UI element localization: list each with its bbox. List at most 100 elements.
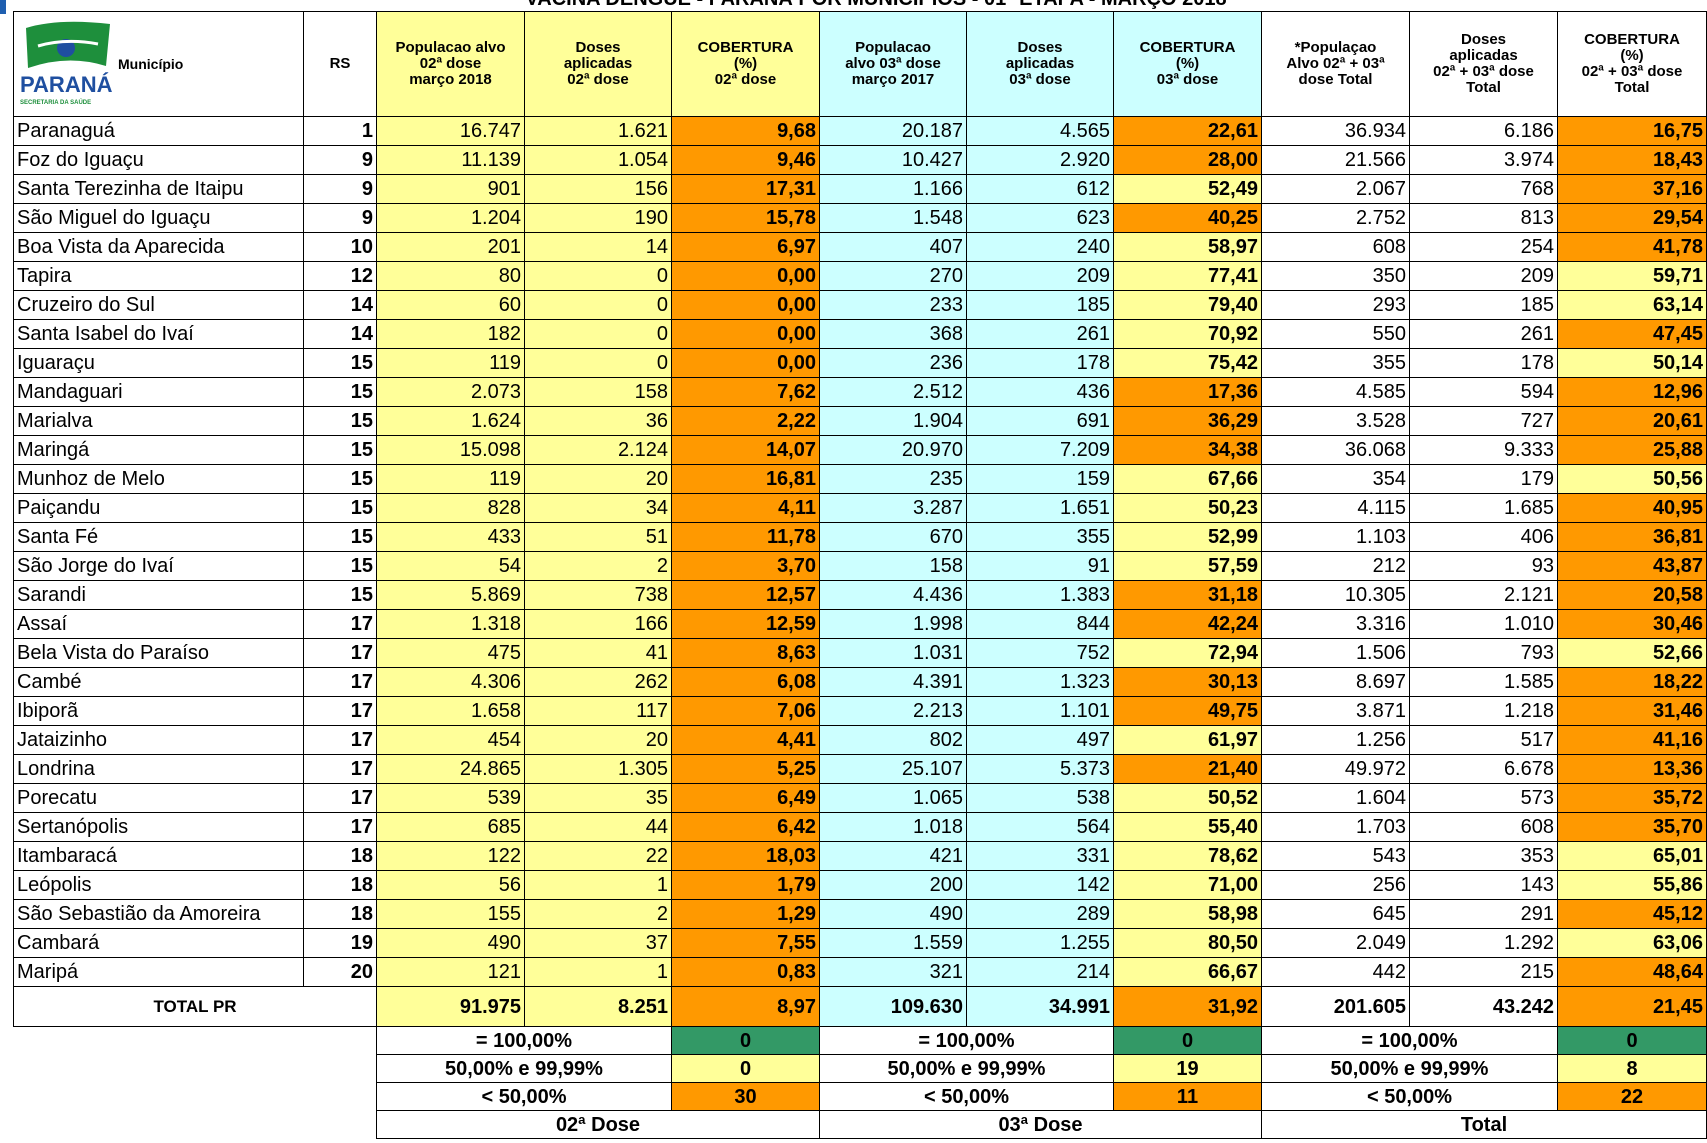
logo-subtitle: SECRETARIA DA SAÚDE bbox=[20, 99, 91, 106]
value-cell: 37 bbox=[524, 928, 672, 958]
value-cell: 1.323 bbox=[966, 667, 1114, 697]
value-cell: 802 bbox=[819, 725, 967, 755]
value-cell: 91 bbox=[966, 551, 1114, 581]
data-row: Maripá 20 121 1 0,83 321 214 66,67 442 215 48,64 bbox=[13, 957, 1707, 987]
value-cell: 573 bbox=[1409, 783, 1558, 813]
value-cell: 475 bbox=[376, 638, 525, 668]
value-cell: 17,31 bbox=[671, 174, 820, 204]
value-cell: 7,06 bbox=[671, 696, 820, 726]
value-cell: 3.528 bbox=[1261, 406, 1410, 436]
value-cell: 117 bbox=[524, 696, 672, 726]
value-cell: 1.305 bbox=[524, 754, 672, 784]
value-cell: 55,86 bbox=[1557, 870, 1707, 900]
data-row: Santa Fé 15 433 51 11,78 670 355 52,99 1.103 406 3… bbox=[13, 522, 1707, 552]
value-cell: 119 bbox=[376, 464, 525, 494]
value-cell: 1.031 bbox=[819, 638, 967, 668]
value-cell: 1.506 bbox=[1261, 638, 1410, 668]
value-cell: 236 bbox=[819, 348, 967, 378]
spacer bbox=[14, 1027, 377, 1055]
value-cell: 793 bbox=[1409, 638, 1558, 668]
value-cell: 490 bbox=[376, 928, 525, 958]
value-cell: 35,72 bbox=[1557, 783, 1707, 813]
value-cell: 0,00 bbox=[671, 261, 820, 291]
value-cell: 72,94 bbox=[1113, 638, 1262, 668]
value-cell: 539 bbox=[376, 783, 525, 813]
municipality-cell: Cruzeiro do Sul bbox=[13, 290, 304, 320]
header-cell: COBERTURA (%) 02ª dose bbox=[671, 11, 820, 117]
value-cell: 12,59 bbox=[671, 609, 820, 639]
value-cell: 45,12 bbox=[1557, 899, 1707, 929]
value-cell: 49.972 bbox=[1261, 754, 1410, 784]
municipality-cell: Bela Vista do Paraíso bbox=[13, 638, 304, 668]
value-cell: 1.585 bbox=[1409, 667, 1558, 697]
value-cell: 51 bbox=[524, 522, 672, 552]
data-row: Leópolis 18 56 1 1,79 200 142 71,00 256 143 55,86 bbox=[13, 870, 1707, 900]
value-cell: 1.166 bbox=[819, 174, 967, 204]
data-row: Bela Vista do Paraíso 17 475 41 8,63 1.031 752… bbox=[13, 638, 1707, 668]
value-cell: 37,16 bbox=[1557, 174, 1707, 204]
value-cell: 215 bbox=[1409, 957, 1558, 987]
municipality-cell: Cambé bbox=[13, 667, 304, 697]
data-row: São Jorge do Ivaí 15 54 2 3,70 158 91 57,59 212 9… bbox=[13, 551, 1707, 581]
value-cell: 331 bbox=[966, 841, 1114, 871]
value-cell: 59,71 bbox=[1557, 261, 1707, 291]
value-cell: 55,40 bbox=[1113, 812, 1262, 842]
value-cell: 41,78 bbox=[1557, 232, 1707, 262]
municipality-cell: São Miguel do Iguaçu bbox=[13, 203, 304, 233]
value-cell: 71,00 bbox=[1113, 870, 1262, 900]
value-cell: 9,68 bbox=[671, 116, 820, 146]
value-cell: 2.121 bbox=[1409, 580, 1558, 610]
logo-circle bbox=[57, 39, 75, 57]
value-cell: 4,11 bbox=[671, 493, 820, 523]
value-cell: 517 bbox=[1409, 725, 1558, 755]
value-cell: 18,22 bbox=[1557, 667, 1707, 697]
value-cell: 48,64 bbox=[1557, 957, 1707, 987]
value-cell: 1.703 bbox=[1261, 812, 1410, 842]
value-cell: 17 bbox=[303, 754, 377, 784]
value-cell: 256 bbox=[1261, 870, 1410, 900]
municipality-cell: Ibiporã bbox=[13, 696, 304, 726]
value-cell: 185 bbox=[966, 290, 1114, 320]
value-cell: 289 bbox=[966, 899, 1114, 929]
value-cell: 20,61 bbox=[1557, 406, 1707, 436]
legend-label: < 50,00% bbox=[819, 1082, 1114, 1111]
value-cell: 75,42 bbox=[1113, 348, 1262, 378]
value-cell: 1.383 bbox=[966, 580, 1114, 610]
value-cell: 1,29 bbox=[671, 899, 820, 929]
value-cell: 15 bbox=[303, 522, 377, 552]
data-row: Itambaracá 18 122 22 18,03 421 331 78,62 543 353 6… bbox=[13, 841, 1707, 871]
value-cell: 12,57 bbox=[671, 580, 820, 610]
header-cell: RS bbox=[303, 11, 377, 117]
value-cell: 63,14 bbox=[1557, 290, 1707, 320]
data-row: Santa Terezinha de Itaipu 9 901 156 17,31 1.1… bbox=[13, 174, 1707, 204]
value-cell: 3,70 bbox=[671, 551, 820, 581]
value-cell: 5,25 bbox=[671, 754, 820, 784]
data-row: Marialva 15 1.624 36 2,22 1.904 691 36,29 3.528 7… bbox=[13, 406, 1707, 436]
value-cell: 9.333 bbox=[1409, 435, 1558, 465]
legend-row: < 50,00% 30 < 50,00% 11 < 50,00% 22 bbox=[14, 1082, 1707, 1111]
municipality-cell: Cambará bbox=[13, 928, 304, 958]
value-cell: 1.658 bbox=[376, 696, 525, 726]
value-cell: 47,45 bbox=[1557, 319, 1707, 349]
legend-count: 22 bbox=[1557, 1082, 1707, 1111]
value-cell: 50,52 bbox=[1113, 783, 1262, 813]
value-cell: 34 bbox=[524, 493, 672, 523]
value-cell: 14 bbox=[524, 232, 672, 262]
municipality-cell: Maripá bbox=[13, 957, 304, 987]
value-cell: 93 bbox=[1409, 551, 1558, 581]
municipality-cell: Foz do Iguaçu bbox=[13, 145, 304, 175]
value-cell: 350 bbox=[1261, 261, 1410, 291]
value-cell: 40,95 bbox=[1557, 493, 1707, 523]
header-cell: Populacao alvo 02ª dose março 2018 bbox=[376, 11, 525, 117]
value-cell: 16.747 bbox=[376, 116, 525, 146]
value-cell: 15 bbox=[303, 580, 377, 610]
value-cell: 57,59 bbox=[1113, 551, 1262, 581]
value-cell: 35,70 bbox=[1557, 812, 1707, 842]
value-cell: 190 bbox=[524, 203, 672, 233]
header-label: Município bbox=[118, 56, 184, 72]
data-row: Sarandi 15 5.869 738 12,57 4.436 1.383 31,18 10.… bbox=[13, 580, 1707, 610]
value-cell: 1.604 bbox=[1261, 783, 1410, 813]
value-cell: 813 bbox=[1409, 203, 1558, 233]
value-cell: 155 bbox=[376, 899, 525, 929]
value-cell: 490 bbox=[819, 899, 967, 929]
